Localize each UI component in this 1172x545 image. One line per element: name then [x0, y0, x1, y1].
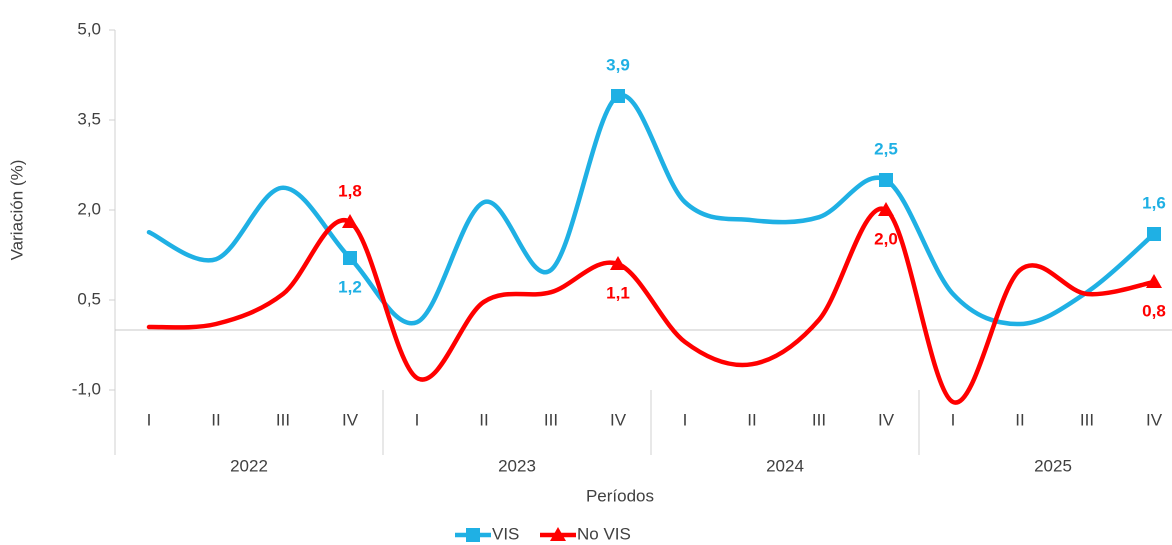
- y-tick-label: -1,0: [72, 379, 101, 398]
- year-label: 2022: [230, 456, 268, 475]
- data-label: 1,8: [338, 181, 362, 200]
- data-label: 2,0: [874, 229, 898, 248]
- x-tick-label: I: [147, 410, 152, 429]
- marker: [878, 202, 894, 216]
- year-label: 2023: [498, 456, 536, 475]
- x-tick-label: II: [747, 410, 756, 429]
- x-tick-label: I: [415, 410, 420, 429]
- x-tick-label: II: [211, 410, 220, 429]
- x-tick-label: III: [276, 410, 290, 429]
- legend-label: VIS: [492, 524, 519, 543]
- x-tick-label: IV: [1146, 410, 1163, 429]
- x-tick-label: IV: [342, 410, 359, 429]
- x-tick-label: II: [1015, 410, 1024, 429]
- legend-label: No VIS: [577, 524, 631, 543]
- y-tick-label: 3,5: [77, 109, 101, 128]
- marker: [1147, 227, 1161, 241]
- series-line: [146, 206, 1157, 405]
- year-label: 2025: [1034, 456, 1072, 475]
- marker: [466, 528, 480, 542]
- x-tick-label: IV: [610, 410, 627, 429]
- marker: [343, 251, 357, 265]
- marker: [611, 89, 625, 103]
- marker: [1146, 274, 1162, 288]
- data-label: 1,2: [338, 277, 362, 296]
- y-tick-label: 0,5: [77, 289, 101, 308]
- x-tick-label: IV: [878, 410, 895, 429]
- marker: [550, 527, 566, 541]
- marker: [342, 214, 358, 228]
- marker: [610, 256, 626, 270]
- data-label: 0,8: [1142, 301, 1166, 320]
- x-tick-label: III: [812, 410, 826, 429]
- data-label: 1,6: [1142, 193, 1166, 212]
- x-tick-label: III: [544, 410, 558, 429]
- x-axis-title: Períodos: [586, 486, 654, 505]
- y-tick-label: 2,0: [77, 199, 101, 218]
- data-label: 3,9: [606, 55, 630, 74]
- x-tick-label: I: [683, 410, 688, 429]
- marker: [879, 173, 893, 187]
- year-label: 2024: [766, 456, 804, 475]
- y-axis-title: Variación (%): [7, 160, 26, 261]
- data-label: 2,5: [874, 139, 898, 158]
- data-label: 1,1: [606, 283, 630, 302]
- x-tick-label: II: [479, 410, 488, 429]
- series-line: [146, 93, 1157, 327]
- x-tick-label: III: [1080, 410, 1094, 429]
- x-tick-label: I: [951, 410, 956, 429]
- y-tick-label: 5,0: [77, 19, 101, 38]
